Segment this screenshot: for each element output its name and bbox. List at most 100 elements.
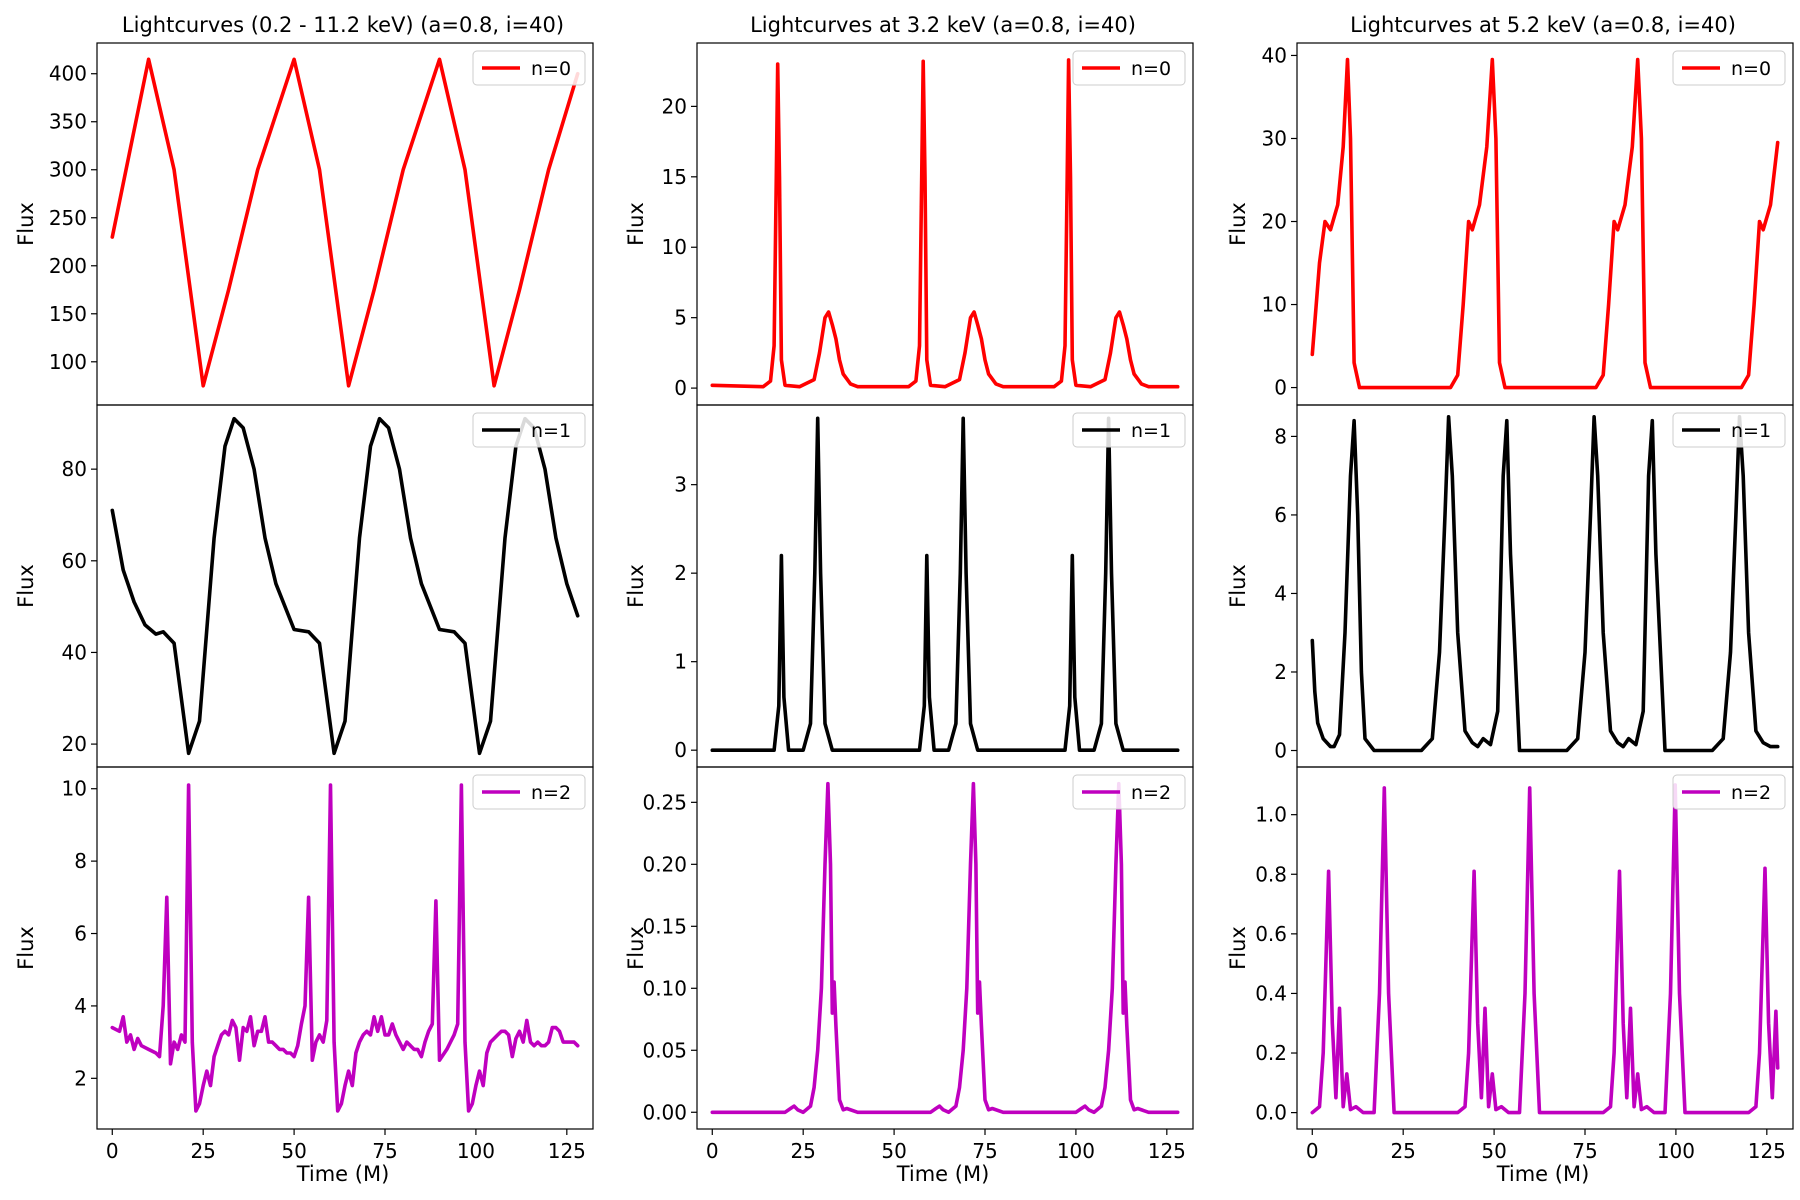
x-tick-label: 100 bbox=[1057, 1139, 1095, 1163]
legend-box bbox=[1672, 50, 1786, 86]
y-tick-label: 20 bbox=[1262, 210, 1287, 234]
y-tick-label: 300 bbox=[49, 158, 87, 182]
y-tick-label: 4 bbox=[1274, 581, 1287, 605]
legend-label: n=2 bbox=[531, 782, 571, 804]
y-tick-label: 10 bbox=[1262, 293, 1287, 317]
y-axis-label: Flux bbox=[14, 564, 38, 608]
y-tick-label: 0.0 bbox=[1255, 1101, 1287, 1125]
y-tick-label: 250 bbox=[49, 206, 87, 230]
y-tick-label: 8 bbox=[74, 849, 87, 873]
y-tick-label: 400 bbox=[49, 62, 87, 86]
y-tick-label: 10 bbox=[62, 777, 87, 801]
y-tick-label: 30 bbox=[1262, 126, 1287, 150]
legend-label: n=0 bbox=[1731, 58, 1771, 80]
x-tick-label: 100 bbox=[1657, 1139, 1695, 1163]
y-axis-label: Flux bbox=[1226, 926, 1250, 970]
y-tick-label: 60 bbox=[62, 549, 87, 573]
y-tick-label: 0.8 bbox=[1255, 862, 1287, 886]
y-tick-label: 100 bbox=[49, 350, 87, 374]
y-tick-label: 2 bbox=[1274, 660, 1287, 684]
y-tick-label: 0.25 bbox=[642, 790, 687, 814]
legend-label: n=1 bbox=[531, 420, 571, 442]
x-tick-label: 75 bbox=[372, 1139, 397, 1163]
column-title-2: Lightcurves at 5.2 keV (a=0.8, i=40) bbox=[1350, 13, 1736, 37]
y-axis-label: Flux bbox=[624, 202, 648, 246]
x-tick-label: 0 bbox=[706, 1139, 719, 1163]
panel-r2-c2: 0.0 0.2 0.4 0.6 0.8 1.0 0 25 50 75 100 125 Flux n=2 bbox=[1226, 766, 1794, 1163]
legend-box bbox=[1072, 412, 1186, 448]
y-tick-label: 4 bbox=[74, 994, 87, 1018]
y-axis-label: Flux bbox=[624, 926, 648, 970]
series-line bbox=[1310, 783, 1780, 1115]
column-title-1: Lightcurves at 3.2 keV (a=0.8, i=40) bbox=[750, 13, 1136, 37]
y-tick-label: 0.10 bbox=[642, 976, 687, 1000]
y-tick-label: 40 bbox=[1262, 43, 1287, 67]
x-tick-label: 100 bbox=[457, 1139, 495, 1163]
legend-box bbox=[472, 412, 586, 448]
panel-r1-c1: 0 1 2 3 Flux n=1 bbox=[624, 404, 1194, 768]
y-tick-label: 200 bbox=[49, 254, 87, 278]
y-tick-label: 0.6 bbox=[1255, 922, 1287, 946]
legend-box bbox=[1072, 774, 1186, 810]
y-tick-label: 20 bbox=[62, 732, 87, 756]
x-tick-label: 25 bbox=[1390, 1139, 1415, 1163]
panel-r2-c1: 0.00 0.05 0.10 0.15 0.20 0.25 0 25 50 75 100 125 Flu… bbox=[624, 766, 1194, 1163]
y-tick-label: 0.05 bbox=[642, 1038, 687, 1062]
series-line bbox=[110, 57, 580, 388]
x-tick-label: 25 bbox=[190, 1139, 215, 1163]
x-tick-label: 0 bbox=[106, 1139, 119, 1163]
y-tick-label: 10 bbox=[662, 235, 687, 259]
y-tick-label: 6 bbox=[74, 922, 87, 946]
legend-box bbox=[1672, 774, 1786, 810]
series-line bbox=[710, 58, 1180, 389]
y-tick-label: 350 bbox=[49, 110, 87, 134]
panels-group: 100150200250300350400Fluxn=020406080Flux… bbox=[14, 42, 1794, 1163]
series-line bbox=[110, 783, 580, 1113]
series-line bbox=[110, 416, 580, 756]
y-tick-label: 3 bbox=[674, 473, 687, 497]
legend-label: n=1 bbox=[1731, 420, 1771, 442]
y-tick-label: 80 bbox=[62, 457, 87, 481]
x-axis-label-0: Time (M) bbox=[296, 1162, 390, 1186]
y-axis-label: Flux bbox=[1226, 564, 1250, 608]
y-tick-label: 0.15 bbox=[642, 914, 687, 938]
panel-r0-c2: 0 10 20 30 40 Flux n=0 bbox=[1226, 42, 1794, 406]
y-tick-label: 1.0 bbox=[1255, 803, 1287, 827]
y-tick-label: 2 bbox=[674, 561, 687, 585]
legend-box bbox=[472, 50, 586, 86]
y-tick-label: 5 bbox=[674, 306, 687, 330]
y-tick-label: 0 bbox=[674, 738, 687, 762]
y-tick-label: 15 bbox=[662, 165, 687, 189]
x-tick-label: 125 bbox=[1748, 1139, 1786, 1163]
legend-label: n=0 bbox=[1131, 58, 1171, 80]
x-tick-label: 125 bbox=[1148, 1139, 1186, 1163]
x-axis-label-1: Time (M) bbox=[896, 1162, 990, 1186]
x-tick-label: 50 bbox=[281, 1139, 306, 1163]
panel-frame bbox=[696, 766, 1194, 1130]
y-tick-label: 0.2 bbox=[1255, 1041, 1287, 1065]
series-line bbox=[1310, 414, 1780, 753]
y-tick-label: 0.4 bbox=[1255, 981, 1287, 1005]
y-axis-label: Flux bbox=[14, 926, 38, 970]
column-title-0: Lightcurves (0.2 - 11.2 keV) (a=0.8, i=4… bbox=[122, 13, 564, 37]
y-tick-label: 8 bbox=[1274, 424, 1287, 448]
y-tick-label: 40 bbox=[62, 640, 87, 664]
y-axis-label: Flux bbox=[14, 202, 38, 246]
x-tick-label: 50 bbox=[881, 1139, 906, 1163]
legend-label: n=2 bbox=[1731, 782, 1771, 804]
y-tick-label: 1 bbox=[674, 650, 687, 674]
series-line bbox=[710, 416, 1180, 753]
legend-label: n=1 bbox=[1131, 420, 1171, 442]
x-tick-label: 0 bbox=[1306, 1139, 1319, 1163]
y-tick-label: 0.00 bbox=[642, 1100, 687, 1124]
legend-box bbox=[472, 774, 586, 810]
panel-frame bbox=[1296, 766, 1794, 1130]
series-line bbox=[710, 781, 1180, 1115]
x-tick-label: 75 bbox=[1572, 1139, 1597, 1163]
legend-box bbox=[1672, 412, 1786, 448]
y-tick-label: 6 bbox=[1274, 503, 1287, 527]
y-tick-label: 0 bbox=[1274, 739, 1287, 763]
y-axis-label: Flux bbox=[1226, 202, 1250, 246]
x-tick-label: 75 bbox=[972, 1139, 997, 1163]
